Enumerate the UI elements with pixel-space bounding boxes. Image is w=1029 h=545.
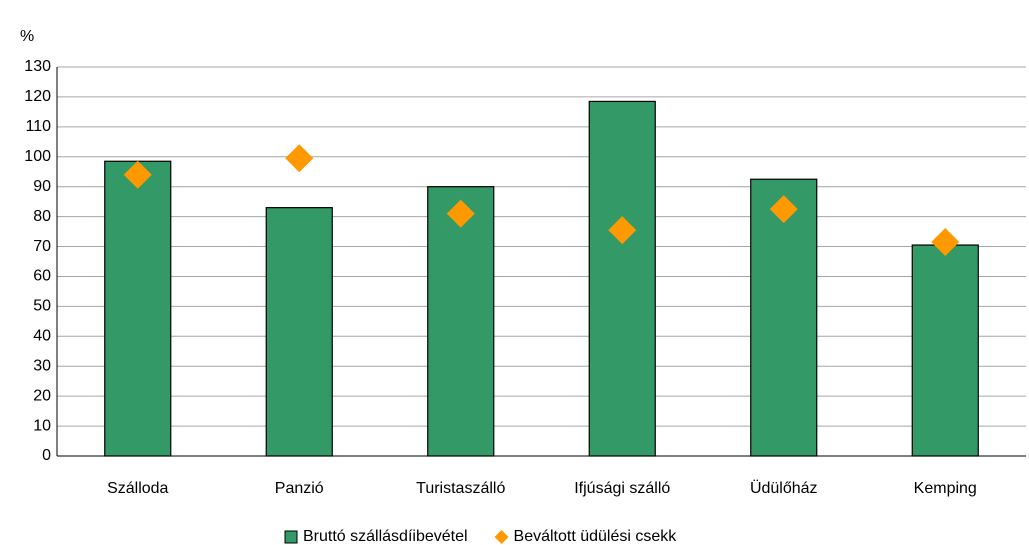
diamond-marker xyxy=(769,195,798,224)
bar xyxy=(750,178,818,457)
x-tick-label: Kemping xyxy=(914,480,977,497)
legend-swatch xyxy=(494,530,509,544)
y-tick-label: 0 xyxy=(42,447,51,464)
y-tick-label: 20 xyxy=(33,387,51,404)
diamond-marker xyxy=(608,216,637,245)
y-tick-label: 120 xyxy=(24,88,51,105)
y-tick-label: 30 xyxy=(33,357,51,374)
y-tick-label: 50 xyxy=(33,298,51,315)
diamond-marker xyxy=(123,160,152,189)
diamond-marker xyxy=(931,228,960,257)
y-tick-label: 90 xyxy=(33,178,51,195)
y-tick-label: 60 xyxy=(33,268,51,285)
diamond-marker xyxy=(285,144,314,173)
legend-label: Bruttó szállásdíibevétel xyxy=(303,528,468,545)
x-tick-label: Szálloda xyxy=(107,480,168,497)
y-tick-label: 70 xyxy=(33,238,51,255)
x-tick-label: Panzió xyxy=(275,480,324,497)
y-tick-label: 130 xyxy=(24,58,51,75)
y-tick-label: 40 xyxy=(33,328,51,345)
y-tick-label: 10 xyxy=(33,417,51,434)
y-tick-label: 100 xyxy=(24,148,51,165)
y-axis-label: % xyxy=(20,28,34,45)
legend-swatch xyxy=(284,530,298,544)
bar xyxy=(588,100,656,457)
x-tick-label: Üdülőház xyxy=(750,479,818,497)
y-tick-label: 80 xyxy=(33,208,51,225)
bar xyxy=(265,207,333,457)
legend-label: Beváltott üdülési csekk xyxy=(514,528,678,545)
bar xyxy=(911,244,979,457)
diamond-marker xyxy=(446,199,475,228)
y-tick-label: 110 xyxy=(25,118,51,135)
x-tick-label: Ifjúsági szálló xyxy=(574,480,670,497)
bar xyxy=(104,160,172,457)
bar xyxy=(427,186,495,457)
x-tick-label: Turistaszálló xyxy=(416,480,505,497)
